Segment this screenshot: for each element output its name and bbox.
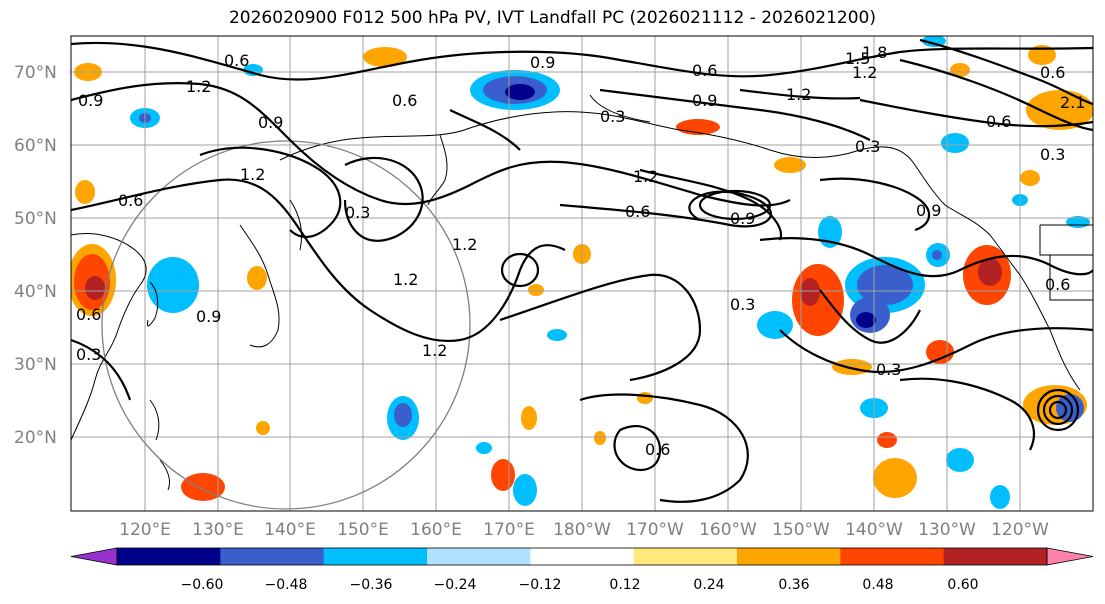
contour-label: 0.3 xyxy=(855,137,880,156)
contour-label: 1.2 xyxy=(786,85,811,104)
colorbar xyxy=(70,547,1094,566)
colorbar-segment xyxy=(220,548,325,565)
lat-label: 50°N xyxy=(14,209,57,229)
colorbar-tick-label: −0.36 xyxy=(350,577,393,593)
reference-circle xyxy=(101,140,471,510)
contour-label: 0.9 xyxy=(78,91,103,110)
lon-label: 170°E xyxy=(483,520,535,540)
contour-label: 0.9 xyxy=(258,113,283,132)
colorbar-tick-label: −0.24 xyxy=(434,577,477,593)
colorbar-segment xyxy=(840,548,945,565)
contour-label: 0.6 xyxy=(692,61,717,80)
contour-label: 0.3 xyxy=(1040,145,1065,164)
plot-title: 2026020900 F012 500 hPa PV, IVT Landfall… xyxy=(228,8,876,28)
lon-label: 150°W xyxy=(772,520,830,540)
coastlines xyxy=(71,94,1093,491)
colorbar-tick-label: −0.12 xyxy=(519,577,562,593)
contour-label: 0.9 xyxy=(916,201,941,220)
colorbar-extend-max xyxy=(1046,547,1094,566)
lon-label: 130°E xyxy=(192,520,244,540)
contour-label: 1.5 xyxy=(845,49,870,68)
lon-label: 140°W xyxy=(845,520,903,540)
colorbar-tick-labels: −0.60 −0.48 −0.36 −0.24 −0.12 0.12 0.24 … xyxy=(181,577,979,593)
contour-label: 1.2 xyxy=(240,165,265,184)
colorbar-segment xyxy=(943,548,1048,565)
lon-label: 160°E xyxy=(410,520,462,540)
contour-label: 0.6 xyxy=(986,112,1011,131)
lon-label: 130°W xyxy=(918,520,976,540)
contour-label: 0.6 xyxy=(392,91,417,110)
contour-label: 1.2 xyxy=(186,77,211,96)
colorbar-segment xyxy=(323,548,428,565)
colorbar-tick-label: −0.48 xyxy=(265,577,308,593)
contour-label: 0.6 xyxy=(224,51,249,70)
contour-label: 0.6 xyxy=(1045,275,1070,294)
contour-label: 0.6 xyxy=(1040,63,1065,82)
contour-label: 0.3 xyxy=(600,107,625,126)
contour-label: 1.8 xyxy=(862,43,887,62)
colorbar-tick-label: 0.48 xyxy=(862,577,893,593)
colorbar-tick-label: 0.36 xyxy=(778,577,809,593)
lon-label: 120°W xyxy=(991,520,1049,540)
contour-label: 0.3 xyxy=(730,295,755,314)
contour-label: 0.3 xyxy=(876,360,901,379)
lat-label: 70°N xyxy=(14,63,57,83)
lon-label: 170°W xyxy=(626,520,684,540)
contour-label: 0.6 xyxy=(645,440,670,459)
contour-label: 1.2 xyxy=(852,63,877,82)
contour-labels: 0.9 1.2 0.6 0.9 0.6 0.9 0.3 0.9 0.6 1.2 … xyxy=(76,43,1085,459)
longitude-labels: 120°E 130°E 140°E 150°E 160°E 170°E 180°… xyxy=(119,520,1049,540)
lat-label: 60°N xyxy=(14,136,57,156)
contour-label: 0.9 xyxy=(692,91,717,110)
contour-label: 1.2 xyxy=(633,167,658,186)
contour-label: 0.6 xyxy=(625,202,650,221)
lon-label: 150°E xyxy=(337,520,389,540)
contour-label: 1.2 xyxy=(452,235,477,254)
lat-label: 20°N xyxy=(14,428,57,448)
colorbar-segment xyxy=(737,548,841,565)
contour-label: 2.1 xyxy=(1060,93,1085,112)
lat-label: 30°N xyxy=(14,355,57,375)
contour-label: 0.3 xyxy=(345,203,370,222)
colorbar-segment xyxy=(633,548,738,565)
colorbar-tick-label: 0.12 xyxy=(609,577,640,593)
colorbar-segment xyxy=(427,548,531,565)
colorbar-extend-min xyxy=(70,547,118,566)
contour-label: 0.6 xyxy=(118,191,143,210)
contour-label: 0.9 xyxy=(530,53,555,72)
lat-label: 40°N xyxy=(14,282,57,302)
contour-label: 1.2 xyxy=(422,341,447,360)
grid-lines xyxy=(71,36,1093,511)
lon-label: 140°E xyxy=(264,520,316,540)
colorbar-segment xyxy=(117,548,221,565)
contour-label: 0.3 xyxy=(76,345,101,364)
colorbar-tick-label: −0.60 xyxy=(181,577,224,593)
contour-label: 0.9 xyxy=(196,307,221,326)
lon-label: 160°W xyxy=(699,520,757,540)
map-frame xyxy=(70,35,1094,512)
lon-label: 120°E xyxy=(119,520,171,540)
colorbar-segment xyxy=(530,548,635,565)
colorbar-tick-label: 0.60 xyxy=(947,577,978,593)
lon-label: 180°W xyxy=(553,520,611,540)
contour-label: 1.2 xyxy=(393,270,418,289)
colorbar-tick-label: 0.24 xyxy=(693,577,724,593)
colorbar-frame xyxy=(116,547,1048,566)
contour-label: 0.9 xyxy=(730,209,755,228)
map-area: 0.9 1.2 0.6 0.9 0.6 0.9 0.3 0.9 0.6 1.2 … xyxy=(71,36,1093,511)
pv-contours xyxy=(71,38,1093,503)
contour-label: 0.6 xyxy=(76,305,101,324)
latitude-labels: 70°N 60°N 50°N 40°N 30°N 20°N xyxy=(14,63,57,448)
